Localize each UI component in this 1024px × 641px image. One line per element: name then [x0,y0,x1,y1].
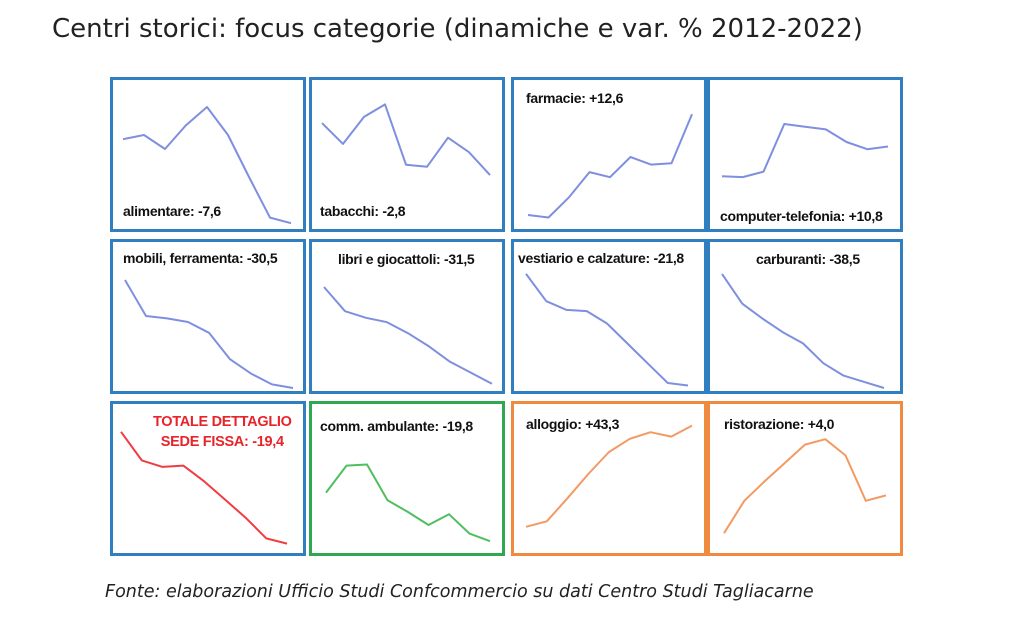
panel-label: mobili, ferramenta: -30,5 [123,250,278,266]
series-line [120,431,288,545]
panel-title: ristorazione: +4,0 [724,416,835,432]
small-multiples-grid: alimentare: -7,6 tabacchi: -2,8 farmacie: … [110,77,904,563]
chart-panel: vestiario e calzature: -21,8 [511,239,707,394]
source-note: Fonte: elaborazioni Ufficio Studi Confco… [105,582,814,602]
chart-panel: comm. ambulante: -19,8 [309,401,505,556]
series-line [721,273,885,389]
chart-panel: ristorazione: +4,0 [707,401,903,556]
chart-panel: TOTALE DETTAGLIO SEDE FISSA: -19,4 [110,401,306,556]
panel-title: carburanti: -38,5 [756,251,860,267]
panel-title: TOTALE DETTAGLIO [153,414,292,430]
chart-panel: carburanti: -38,5 [707,239,903,394]
panel-plot [525,273,689,387]
panel-label: alimentare: -7,6 [123,203,221,219]
panel-plot [721,273,885,389]
panel-title: tabacchi: -2,8 [320,203,406,219]
panel-plot [525,424,693,528]
series-line [525,273,689,387]
chart-panel: mobili, ferramenta: -30,5 [110,239,306,394]
panel-label: alloggio: +43,3 [526,416,619,432]
panel-label: farmacie: +12,6 [526,90,623,106]
series-line [721,123,889,179]
series-line [124,279,294,389]
chart-panel: tabacchi: -2,8 [309,77,505,232]
chart-panel: alloggio: +43,3 [511,401,707,556]
panel-title: alloggio: +43,3 [526,416,620,432]
panel-subtitle: SEDE FISSA: -19,4 [160,434,284,450]
panel-label: TOTALE DETTAGLIO SEDE FISSA: -19,4 [153,412,292,452]
chart-panel: libri e giocattoli: -31,5 [309,239,505,394]
panel-label: comm. ambulante: -19,8 [320,418,473,434]
panel-title: computer-telefonia: +10,8 [720,208,883,224]
panel-title: libri e giocattoli: -31,5 [338,251,475,267]
chart-panel: farmacie: +12,6 [511,77,707,232]
panel-label: vestiario e calzature: -21,8 [518,250,684,266]
series-line [723,438,887,534]
panel-title: comm. ambulante: -19,8 [320,418,473,434]
chart-panel: alimentare: -7,6 [110,77,306,232]
panel-plot [325,463,491,543]
panel-title: alimentare: -7,6 [123,203,221,219]
series-line [325,463,491,543]
panel-plot [124,279,294,389]
panel-plot [321,103,491,176]
panel-title: vestiario e calzature: -21,8 [518,250,684,266]
panel-title: farmacie: +12,6 [526,90,624,106]
chart-panel: computer-telefonia: +10,8 [707,77,903,232]
panel-label: carburanti: -38,5 [756,251,860,267]
series-line [323,286,493,385]
panel-plot [120,431,288,545]
panel-title: mobili, ferramenta: -30,5 [123,250,278,266]
panel-label: computer-telefonia: +10,8 [720,208,883,224]
panel-plot [527,113,693,219]
series-line [122,106,292,225]
series-line [321,103,491,176]
panel-label: libri e giocattoli: -31,5 [338,251,475,267]
panel-plot [122,106,292,225]
series-line [527,113,693,219]
series-line [525,424,693,528]
panel-plot [723,438,887,534]
chart-title: Centri storici: focus categorie (dinamic… [52,14,863,44]
panel-plot [323,286,493,385]
panel-label: ristorazione: +4,0 [724,416,834,432]
panel-plot [721,123,889,179]
panel-label: tabacchi: -2,8 [320,203,406,219]
